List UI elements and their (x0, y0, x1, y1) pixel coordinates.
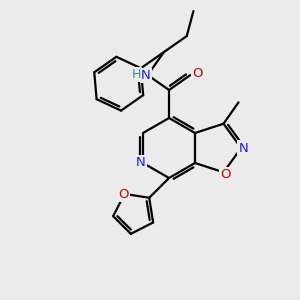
Text: O: O (118, 188, 129, 201)
Text: N: N (141, 69, 151, 82)
Text: N: N (136, 157, 146, 169)
Text: N: N (238, 142, 248, 154)
Text: O: O (220, 168, 231, 181)
Text: H: H (132, 68, 141, 81)
Text: O: O (192, 67, 202, 80)
